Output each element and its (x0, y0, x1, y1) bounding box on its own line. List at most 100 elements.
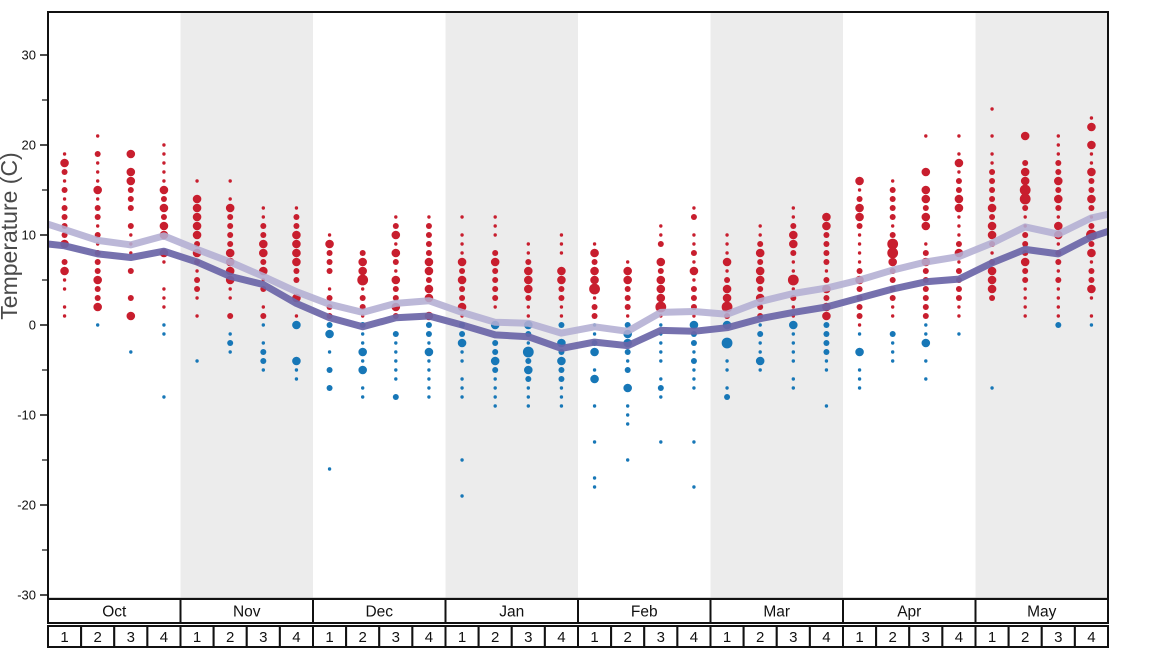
red-temp-dot (127, 196, 134, 202)
blue-temp-dot (394, 341, 398, 345)
red-temp-dot (60, 266, 69, 276)
blue-temp-dot (425, 322, 432, 328)
red-temp-dot (524, 266, 533, 276)
red-temp-dot (127, 295, 134, 301)
red-temp-dot (690, 295, 697, 301)
red-temp-dot (725, 269, 729, 273)
red-temp-dot (192, 194, 202, 204)
week-label: 3 (922, 629, 930, 646)
blue-temp-dot (823, 349, 830, 355)
blue-temp-dot (659, 323, 663, 327)
blue-temp-dot (227, 340, 234, 346)
blue-temp-dot (261, 368, 266, 372)
blue-temp-dot (360, 332, 365, 336)
red-temp-dot (425, 277, 432, 283)
red-temp-dot (459, 295, 466, 301)
y-axis-title: Temperature (C) (0, 152, 22, 319)
red-temp-dot (592, 296, 597, 300)
red-temp-dot (95, 179, 100, 183)
red-temp-dot (62, 152, 67, 156)
red-temp-dot (459, 268, 466, 274)
red-temp-dot (857, 251, 862, 255)
blue-temp-dot (592, 476, 597, 480)
month-label-nov: Nov (233, 604, 261, 621)
red-temp-dot (558, 286, 565, 292)
trend-lines (46, 210, 1110, 352)
red-temp-dot (424, 284, 434, 294)
blue-temp-dot (725, 359, 729, 363)
blue-temp-dot (990, 386, 994, 390)
red-temp-dot (957, 224, 961, 228)
red-temp-dot (589, 283, 600, 295)
red-temp-dot (1023, 296, 1027, 300)
average-high-line (46, 210, 1109, 337)
week-label: 2 (491, 629, 499, 646)
week-label: 4 (690, 629, 698, 646)
red-temp-dot (823, 241, 830, 247)
red-temp-dot (1088, 178, 1095, 184)
red-temp-dot (957, 233, 961, 237)
red-temp-dot (1088, 241, 1095, 247)
red-temp-dot (758, 224, 762, 228)
blue-temp-dot (526, 341, 531, 345)
red-temp-dot (954, 158, 964, 168)
red-temp-dot (1054, 176, 1063, 186)
blue-temp-dot (721, 337, 733, 349)
blue-temp-dot (1089, 323, 1094, 327)
red-temp-dot (1087, 122, 1096, 132)
blue-temp-dot (326, 367, 333, 373)
red-temp-dot (1056, 269, 1061, 273)
red-temp-dot (987, 284, 997, 294)
red-temp-dot (1089, 314, 1094, 318)
red-temp-dot (1056, 215, 1061, 219)
month-bands (180, 12, 1108, 598)
red-temp-dot (757, 259, 764, 265)
week-label: 4 (822, 629, 830, 646)
red-temp-dot (293, 268, 300, 274)
red-temp-dot (922, 250, 929, 256)
red-temp-dot (162, 179, 166, 183)
red-temp-dot (791, 206, 796, 210)
red-temp-dot (424, 266, 434, 276)
red-temp-dot (1056, 152, 1061, 156)
blue-temp-dot (294, 368, 299, 372)
red-temp-dot (94, 286, 101, 292)
red-temp-dot (160, 214, 167, 220)
blue-temp-dot (559, 404, 564, 408)
blue-temp-dot (924, 359, 928, 363)
blue-temp-dot (325, 329, 334, 339)
blue-temp-dot (692, 485, 696, 489)
red-temp-dot (260, 232, 267, 238)
red-temp-dot (823, 277, 830, 283)
blue-temp-dot (791, 341, 796, 345)
red-temp-dot (591, 304, 598, 310)
month-band-jan (445, 12, 578, 598)
blue-temp-dot (924, 323, 928, 327)
red-temp-dot (391, 275, 401, 285)
red-temp-dot (392, 259, 399, 265)
blue-temp-dot (690, 340, 697, 346)
red-temp-dot (260, 313, 267, 319)
red-temp-dot (358, 266, 367, 276)
red-temp-dot (957, 314, 961, 318)
red-temp-dot (425, 241, 432, 247)
blue-temp-dot (327, 350, 332, 354)
red-temp-dot (656, 293, 666, 303)
red-temp-dot (722, 293, 732, 303)
red-temp-dot (1056, 296, 1061, 300)
red-temp-dot (126, 311, 136, 321)
blue-temp-dot (692, 440, 696, 444)
blue-temp-dot (392, 331, 399, 337)
red-temp-dot (656, 257, 666, 267)
red-temp-dot (162, 143, 166, 147)
red-temp-dot (1089, 296, 1094, 300)
week-cell (1073, 625, 1109, 648)
red-temp-dot (924, 134, 928, 138)
red-temp-dot (990, 107, 994, 111)
blue-temp-dot (327, 467, 332, 471)
red-temp-dot (692, 242, 696, 246)
red-temp-dot (93, 275, 102, 285)
red-temp-dot (360, 287, 365, 291)
red-temp-dot (127, 223, 134, 229)
blue-temp-dot (624, 349, 631, 355)
